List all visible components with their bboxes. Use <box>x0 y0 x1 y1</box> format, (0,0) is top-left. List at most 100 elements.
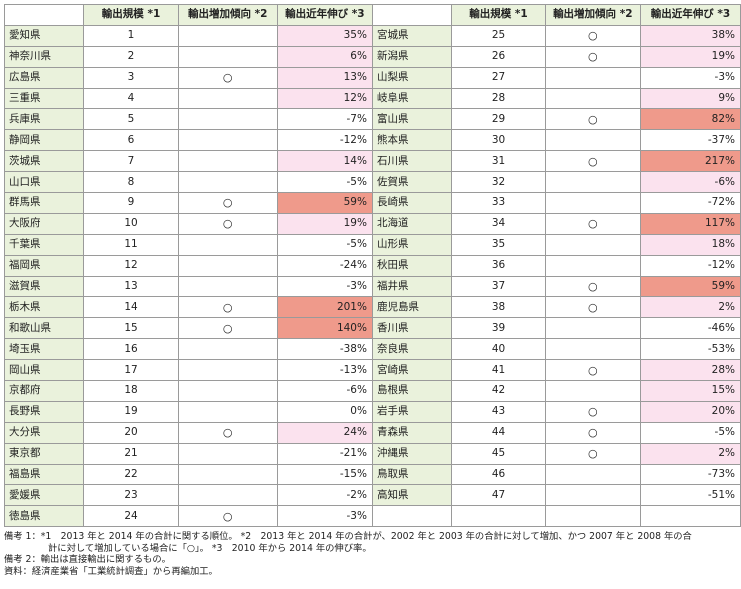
growth-cell: 12% <box>276 87 373 110</box>
trend-cell <box>177 129 278 152</box>
table-body: 愛知県 1 35% 宮城県 25 ○ 38% 神奈川県 2 6% 新潟県 26 ○ 19% 広島県 3 ○ 13%… <box>3 24 741 528</box>
prefecture-cell: 神奈川県 <box>3 45 85 68</box>
prefecture-cell: 岐阜県 <box>371 87 453 110</box>
growth-cell: -24% <box>276 254 373 277</box>
prefecture-cell: 大阪府 <box>3 212 85 235</box>
rank-cell: 31 <box>451 150 546 173</box>
prefecture-cell: 佐賀県 <box>371 171 453 194</box>
growth-cell: 6% <box>276 45 373 68</box>
note-line-3: 備考 2：輸出は直接輸出に関するもの。 <box>4 554 171 566</box>
growth-cell: 15% <box>639 380 741 402</box>
table-row: 三重県 4 12% 岐阜県 28 9% <box>3 87 741 110</box>
growth-cell: -72% <box>639 192 741 214</box>
trend-cell <box>177 254 278 277</box>
prefecture-cell: 栃木県 <box>3 296 85 319</box>
trend-cell <box>177 24 278 47</box>
prefecture-cell: 秋田県 <box>371 254 453 277</box>
rank-cell: 10 <box>83 212 179 235</box>
prefecture-cell: 福岡県 <box>3 254 85 277</box>
trend-cell <box>177 45 278 68</box>
prefecture-cell: 兵庫県 <box>3 108 85 131</box>
rank-cell: 3 <box>83 66 179 89</box>
trend-cell <box>177 484 278 507</box>
table-row: 徳島県 24 ○ -3% <box>3 505 741 528</box>
growth-cell: -6% <box>276 380 373 402</box>
trend-cell <box>177 233 278 256</box>
rank-cell: 11 <box>83 233 179 256</box>
note-line-4: 資料：経済産業省「工業統計調査」から再編加工。 <box>4 565 218 577</box>
trend-cell <box>544 171 641 194</box>
trend-cell <box>177 359 278 382</box>
table-row: 茨城県 7 14% 石川県 31 ○ 217% <box>3 150 741 173</box>
trend-cell: ○ <box>544 212 641 235</box>
rank-cell: 22 <box>83 463 179 486</box>
growth-cell: -5% <box>639 421 741 444</box>
growth-cell: 19% <box>639 45 741 68</box>
header-trend-left: 輸出増加傾向 *2 <box>177 4 278 26</box>
export-table-container: 輸出規模 *1 輸出増加傾向 *2 輸出近年伸び *3 輸出規模 *1 輸出増加… <box>3 4 741 528</box>
prefecture-cell: 福井県 <box>371 275 453 298</box>
table-row: 栃木県 14 ○ 201% 鹿児島県 38 ○ 2% <box>3 296 741 319</box>
rank-cell: 17 <box>83 359 179 382</box>
growth-cell: 19% <box>276 212 373 235</box>
growth-cell: 38% <box>639 24 741 47</box>
growth-cell: 9% <box>639 87 741 110</box>
growth-cell: -46% <box>639 317 741 340</box>
table-row: 愛知県 1 35% 宮城県 25 ○ 38% <box>3 24 741 47</box>
header-trend-right: 輸出増加傾向 *2 <box>544 4 641 26</box>
prefecture-cell: 茨城県 <box>3 150 85 173</box>
growth-cell: 82% <box>639 108 741 131</box>
rank-cell: 37 <box>451 275 546 298</box>
growth-cell: -5% <box>276 233 373 256</box>
prefecture-cell: 長野県 <box>3 400 85 423</box>
growth-cell: 59% <box>276 192 373 214</box>
rank-cell: 34 <box>451 212 546 235</box>
prefecture-cell: 東京都 <box>3 442 85 465</box>
rank-cell: 20 <box>83 421 179 444</box>
trend-cell: ○ <box>544 150 641 173</box>
trend-cell <box>544 484 641 507</box>
growth-cell: -15% <box>276 463 373 486</box>
trend-cell: ○ <box>177 421 278 444</box>
prefecture-cell: 山口県 <box>3 171 85 194</box>
trend-cell <box>177 400 278 423</box>
trend-cell <box>177 463 278 486</box>
rank-cell: 45 <box>451 442 546 465</box>
trend-cell <box>544 129 641 152</box>
trend-cell <box>544 87 641 110</box>
prefecture-cell: 群馬県 <box>3 192 85 214</box>
prefecture-cell: 和歌山県 <box>3 317 85 340</box>
growth-cell: 20% <box>639 400 741 423</box>
rank-cell: 36 <box>451 254 546 277</box>
trend-cell <box>544 317 641 340</box>
growth-cell: 2% <box>639 296 741 319</box>
table-row: 岡山県 17 -13% 宮崎県 41 ○ 28% <box>3 359 741 382</box>
rank-cell: 40 <box>451 338 546 361</box>
trend-cell <box>544 338 641 361</box>
growth-cell: 24% <box>276 421 373 444</box>
table-row: 千葉県 11 -5% 山形県 35 18% <box>3 233 741 256</box>
trend-cell <box>544 254 641 277</box>
trend-cell <box>544 463 641 486</box>
table-row: 京都府 18 -6% 島根県 42 15% <box>3 380 741 402</box>
table-row: 大分県 20 ○ 24% 青森県 44 ○ -5% <box>3 421 741 444</box>
trend-cell: ○ <box>177 505 278 528</box>
trend-cell: ○ <box>544 421 641 444</box>
prefecture-cell <box>371 505 453 528</box>
trend-cell: ○ <box>544 108 641 131</box>
prefecture-cell: 三重県 <box>3 87 85 110</box>
prefecture-cell: 滋賀県 <box>3 275 85 298</box>
prefecture-cell: 鹿児島県 <box>371 296 453 319</box>
header-blank-right <box>371 4 453 26</box>
trend-cell: ○ <box>177 212 278 235</box>
prefecture-cell: 北海道 <box>371 212 453 235</box>
trend-cell <box>177 338 278 361</box>
trend-cell <box>177 275 278 298</box>
growth-cell: -21% <box>276 442 373 465</box>
prefecture-cell: 沖縄県 <box>371 442 453 465</box>
rank-cell: 2 <box>83 45 179 68</box>
table-row: 和歌山県 15 ○ 140% 香川県 39 -46% <box>3 317 741 340</box>
growth-cell: -51% <box>639 484 741 507</box>
growth-cell: 13% <box>276 66 373 89</box>
growth-cell: 0% <box>276 400 373 423</box>
